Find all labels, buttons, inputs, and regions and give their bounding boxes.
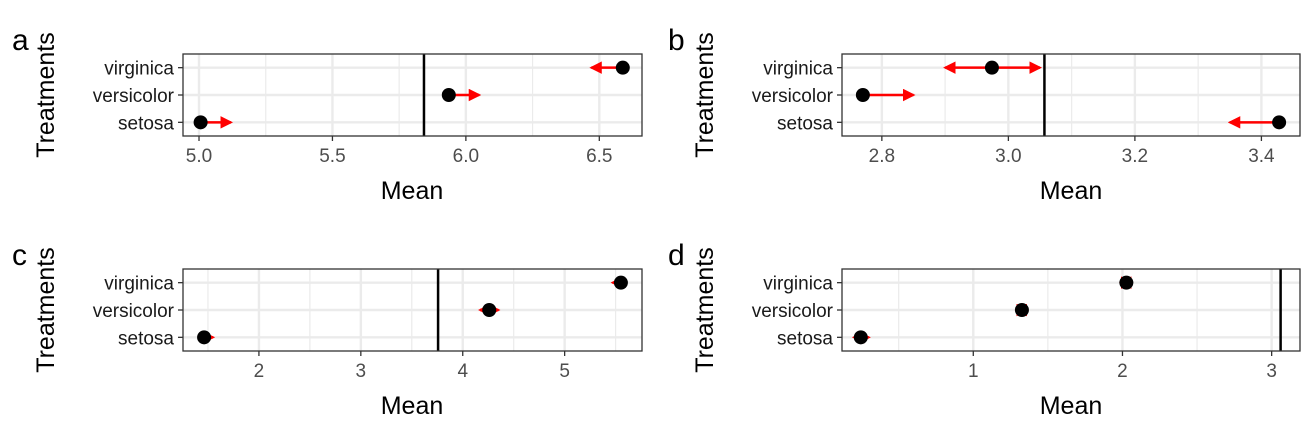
x-tick-label: 3.0: [995, 146, 1021, 167]
x-axis-title: Mean: [1040, 392, 1103, 420]
point-versicolor: [855, 88, 870, 102]
point-versicolor: [482, 303, 497, 317]
category-label-setosa: setosa: [118, 113, 174, 134]
y-axis-title: Treatments: [691, 247, 719, 373]
category-label-versicolor: versicolor: [752, 301, 834, 322]
x-tick-label: 4: [457, 361, 468, 382]
category-label-versicolor: versicolor: [93, 301, 175, 322]
x-tick-label: 1: [968, 361, 979, 382]
x-tick-label: 2: [254, 361, 265, 382]
category-label-versicolor: versicolor: [752, 86, 834, 107]
category-label-virginica: virginica: [763, 59, 833, 80]
point-versicolor: [1014, 303, 1029, 317]
x-tick-label: 2.8: [869, 146, 895, 167]
point-setosa: [853, 330, 868, 345]
point-setosa: [193, 115, 208, 130]
category-label-virginica: virginica: [104, 274, 174, 295]
x-tick-label: 3: [1266, 361, 1277, 382]
panel-d: 1 2 3 setosa versicolor virginica Mean Treatmen…: [668, 239, 1301, 420]
y-axis-title: Treatments: [691, 32, 719, 158]
x-tick-label: 3.4: [1248, 146, 1275, 167]
x-tick-label: 6.0: [453, 146, 479, 167]
category-label-versicolor: versicolor: [93, 86, 175, 107]
x-axis-title: Mean: [381, 392, 444, 420]
panels-root: 5.0 5.5 6.0 6.5 setosa versicolor virginica Mea…: [12, 24, 1301, 420]
panel-a: 5.0 5.5 6.0 6.5 setosa versicolor virginica Mea…: [12, 24, 643, 205]
point-versicolor: [441, 88, 456, 102]
point-setosa: [1272, 115, 1287, 130]
x-tick-label: 6.5: [586, 146, 612, 167]
point-setosa: [197, 330, 212, 345]
x-tick-label: 5.5: [319, 146, 345, 167]
y-axis-title: Treatments: [32, 247, 60, 373]
panel-letter: d: [668, 239, 685, 272]
point-virginica: [1119, 275, 1134, 290]
y-axis-title: Treatments: [32, 32, 60, 158]
panel-b: 2.8 3.0 3.2 3.4 setosa versicolor virginica Mea…: [668, 24, 1301, 205]
x-tick-label: 2: [1117, 361, 1128, 382]
panel-letter: c: [12, 239, 27, 272]
point-virginica: [984, 60, 999, 75]
category-label-setosa: setosa: [777, 328, 833, 349]
x-tick-label: 5: [559, 361, 570, 382]
category-label-setosa: setosa: [777, 113, 833, 134]
x-tick-label: 3.2: [1122, 146, 1148, 167]
panel-letter: a: [12, 24, 29, 57]
category-label-setosa: setosa: [118, 328, 174, 349]
x-tick-label: 3: [356, 361, 367, 382]
category-label-virginica: virginica: [763, 274, 833, 295]
point-virginica: [615, 60, 630, 75]
panel-c: 2 3 4 5 setosa versicolor virginica Mean Treatme…: [12, 239, 643, 420]
point-virginica: [613, 275, 628, 290]
x-axis-title: Mean: [381, 177, 444, 205]
panel-letter: b: [668, 24, 685, 57]
x-tick-label: 5.0: [186, 146, 212, 167]
category-label-virginica: virginica: [104, 59, 174, 80]
x-axis-title: Mean: [1040, 177, 1103, 205]
